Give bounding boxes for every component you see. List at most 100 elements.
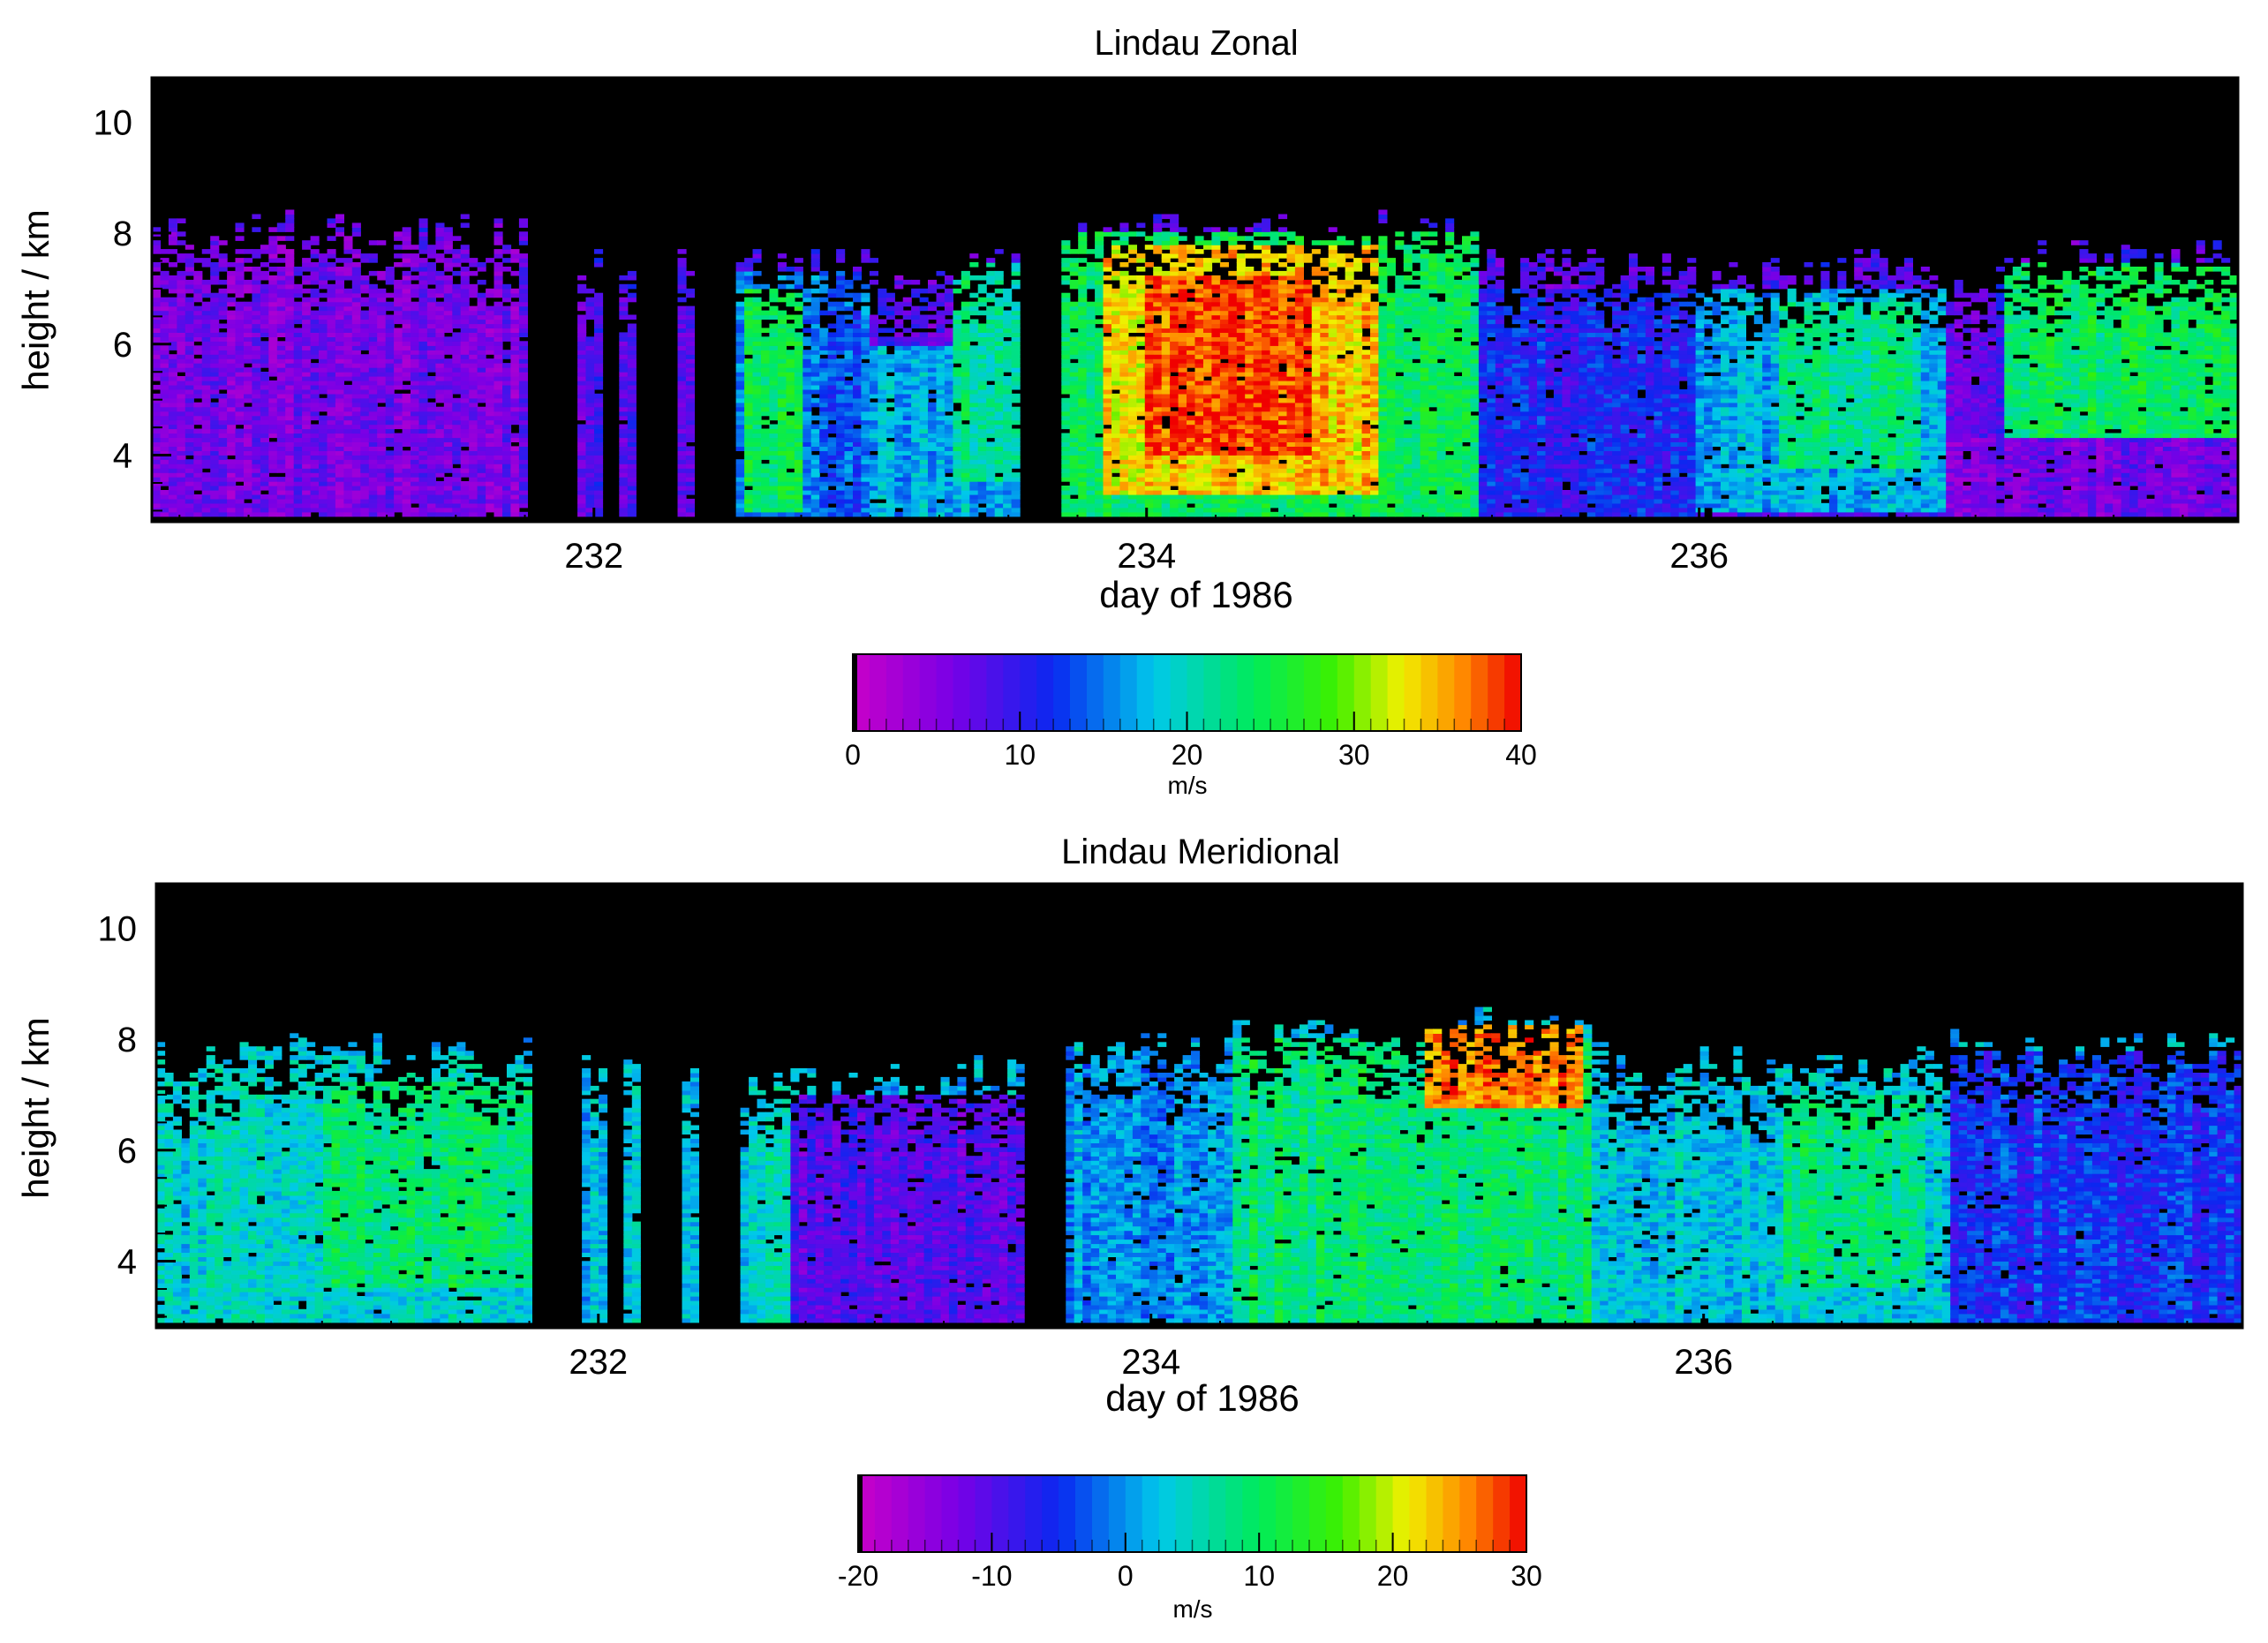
heatmap-cell	[919, 481, 929, 486]
heatmap-cell	[752, 406, 762, 412]
heatmap-cell	[335, 292, 344, 298]
heatmap-cell	[160, 411, 170, 417]
heatmap-cell	[802, 477, 812, 482]
heatmap-cell	[260, 433, 269, 439]
heatmap-cell	[452, 490, 462, 495]
heatmap-cell	[435, 231, 445, 237]
heatmap-cell	[761, 511, 771, 517]
heatmap-cell	[836, 441, 846, 447]
heatmap-cell	[953, 358, 962, 364]
heatmap-cell	[861, 310, 870, 316]
heatmap-cell	[252, 507, 261, 513]
heatmap-cell	[869, 411, 878, 417]
heatmap-cell	[844, 384, 854, 390]
heatmap-cell	[510, 486, 520, 491]
heatmap-cell	[735, 354, 745, 359]
heatmap-cell	[460, 428, 470, 434]
heatmap-cell	[385, 402, 395, 408]
heatmap-cell	[435, 283, 445, 290]
heatmap-cell	[335, 297, 344, 303]
heatmap-cell	[227, 450, 237, 456]
heatmap-cell	[443, 372, 453, 377]
heatmap-cell	[911, 494, 921, 500]
heatmap-cell	[394, 350, 403, 355]
heatmap-cell	[953, 433, 962, 439]
heatmap-cell	[627, 341, 637, 346]
heatmap-cell	[418, 332, 428, 337]
heatmap-cell	[827, 336, 837, 342]
heatmap-cell	[894, 341, 904, 346]
heatmap-cell	[252, 433, 261, 439]
heatmap-cell	[193, 393, 203, 399]
heatmap-cell	[1078, 222, 1088, 228]
heatmap-cell	[1069, 441, 1079, 447]
heatmap-cell	[861, 433, 870, 439]
heatmap-cell	[260, 397, 269, 403]
heatmap-cell	[177, 441, 186, 447]
heatmap-cell	[1003, 411, 1013, 417]
heatmap-cell	[1103, 328, 1112, 333]
heatmap-cell	[276, 468, 286, 473]
heatmap-cell	[244, 354, 253, 359]
heatmap-cell	[319, 253, 328, 259]
heatmap-cell	[735, 270, 745, 276]
heatmap-cell	[260, 275, 269, 281]
heatmap-cell	[460, 502, 470, 509]
heatmap-cell	[885, 341, 895, 346]
heatmap-cell	[377, 411, 387, 417]
heatmap-cell	[201, 328, 211, 333]
heatmap-cell	[919, 459, 929, 464]
heatmap-cell	[201, 419, 211, 426]
heatmap-cell	[335, 494, 344, 500]
heatmap-cell	[677, 494, 687, 500]
heatmap-cell	[201, 455, 211, 460]
heatmap-cell	[160, 367, 170, 373]
heatmap-cell	[418, 402, 428, 408]
heatmap-cell	[252, 227, 261, 232]
heatmap-cell	[878, 367, 887, 373]
heatmap-cell	[928, 341, 938, 346]
heatmap-cell	[1069, 472, 1079, 478]
heatmap-cell	[394, 363, 403, 368]
heatmap-cell	[319, 354, 328, 359]
heatmap-cell	[836, 258, 846, 263]
heatmap-cell	[185, 424, 194, 430]
heatmap-cell	[494, 486, 503, 491]
heatmap-cell	[1086, 376, 1096, 381]
heatmap-cell	[619, 437, 629, 442]
heatmap-cell	[402, 275, 411, 281]
heatmap-cell	[861, 477, 870, 482]
heatmap-cell	[994, 323, 1004, 329]
heatmap-cell	[460, 305, 470, 312]
heatmap-cell	[944, 354, 953, 359]
heatmap-cell	[435, 222, 445, 228]
heatmap-cell	[469, 363, 478, 368]
heatmap-cell	[244, 393, 253, 399]
heatmap-cell	[936, 507, 946, 513]
heatmap-cell	[319, 323, 328, 329]
heatmap-cell	[1103, 428, 1112, 434]
heatmap-cell	[469, 376, 478, 381]
heatmap-cell	[460, 367, 470, 373]
heatmap-cell	[177, 297, 186, 303]
heatmap-cell	[351, 323, 361, 329]
heatmap-cell	[1086, 411, 1096, 417]
heatmap-cell	[510, 481, 520, 486]
heatmap-cell	[919, 511, 929, 517]
heatmap-cell	[210, 380, 220, 386]
heatmap-cell	[919, 507, 929, 513]
heatmap-cell	[268, 310, 278, 316]
heatmap-cell	[1069, 415, 1079, 421]
heatmap-cell	[844, 494, 854, 500]
heatmap-cell	[994, 279, 1004, 285]
heatmap-cell	[227, 332, 237, 337]
heatmap-cell	[836, 305, 846, 312]
heatmap-cell	[861, 507, 870, 513]
heatmap-cell	[185, 270, 194, 276]
heatmap-cell	[752, 388, 762, 395]
heatmap-cell	[810, 249, 820, 254]
heatmap-cell	[443, 310, 453, 316]
heatmap-cell	[402, 363, 411, 368]
heatmap-cell	[802, 419, 812, 426]
heatmap-cell	[1095, 384, 1104, 390]
